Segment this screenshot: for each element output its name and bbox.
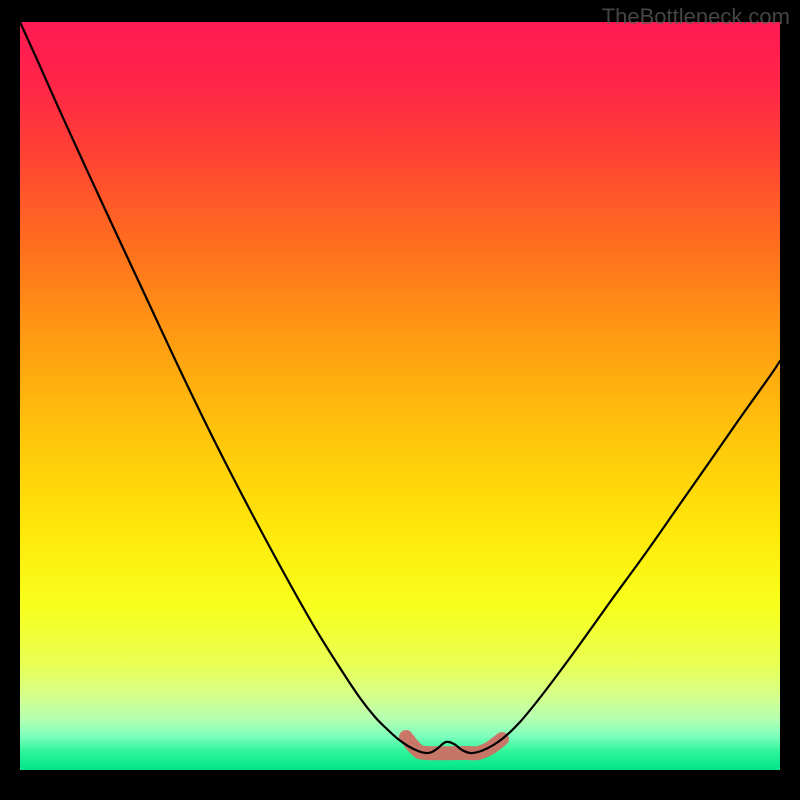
- plot-area: [20, 22, 780, 770]
- bottleneck-chart: [0, 0, 800, 800]
- chart-stage: TheBottleneck.com: [0, 0, 800, 800]
- watermark-text: TheBottleneck.com: [602, 4, 790, 30]
